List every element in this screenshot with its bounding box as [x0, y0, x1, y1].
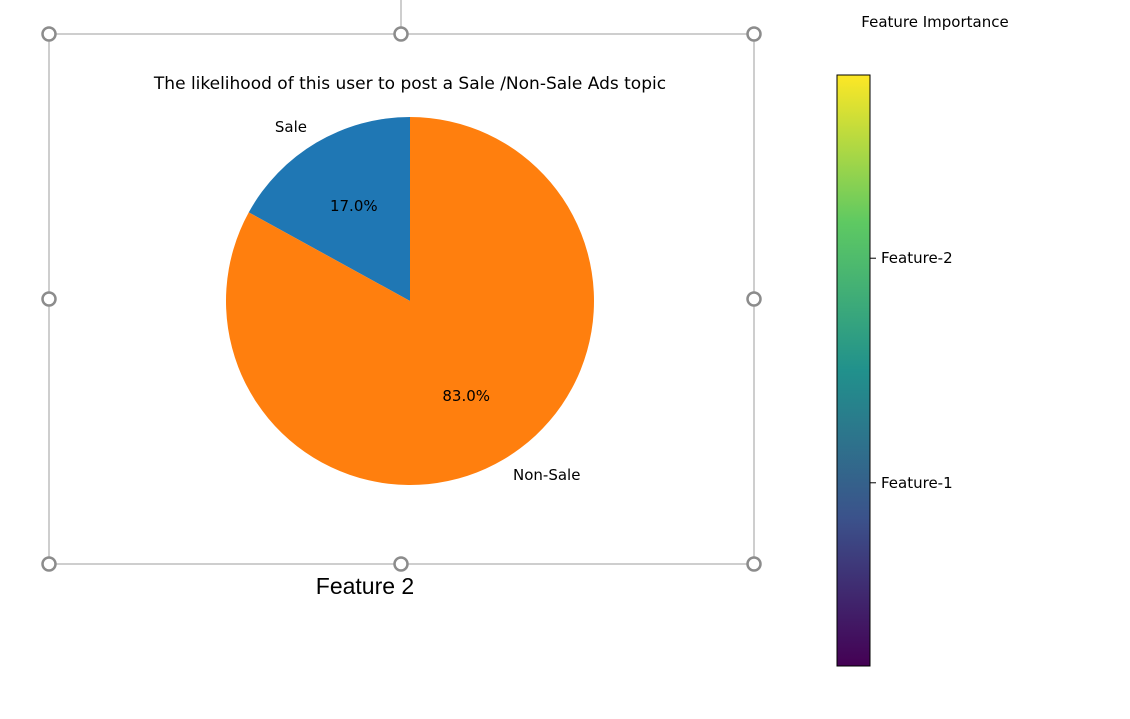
pie-pct-non-sale: 83.0%: [442, 387, 490, 405]
resize-handle-4[interactable]: [41, 291, 57, 307]
colorbar-tick-label: Feature-2: [881, 249, 953, 267]
figure-caption: Feature 2: [315, 573, 415, 599]
colorbar: Feature Importance Feature-1 Feature-2: [836, 13, 1009, 667]
selection-frame[interactable]: [41, 0, 762, 572]
colorbar-title: Feature Importance: [861, 13, 1008, 31]
resize-handle-7[interactable]: [393, 556, 409, 572]
resize-handle-5[interactable]: [746, 291, 762, 307]
resize-handles[interactable]: [41, 26, 762, 572]
pie-slice-sale: [248, 117, 410, 301]
resize-handle-8[interactable]: [746, 556, 762, 572]
colorbar-tick-label: Feature-1: [881, 474, 953, 492]
chart-title: The likelihood of this user to post a Sa…: [153, 74, 666, 94]
resize-handle-2[interactable]: [393, 26, 409, 42]
resize-handle-6[interactable]: [41, 556, 57, 572]
pie-label-sale: Sale: [275, 118, 307, 136]
resize-handle-1[interactable]: [41, 26, 57, 42]
pie-chart: The likelihood of this user to post a Sa…: [153, 74, 666, 485]
pie-label-non-sale: Non-Sale: [513, 466, 580, 484]
colorbar-gradient: [836, 74, 871, 667]
pie-slice-non-sale: [226, 117, 595, 485]
resize-handle-3[interactable]: [746, 26, 762, 42]
pie-labels: Sale 17.0% Non-Sale 83.0%: [275, 118, 581, 484]
colorbar-ticks: Feature-1 Feature-2: [870, 249, 953, 492]
pie-pct-sale: 17.0%: [330, 197, 378, 215]
pie-slices: [226, 117, 595, 485]
